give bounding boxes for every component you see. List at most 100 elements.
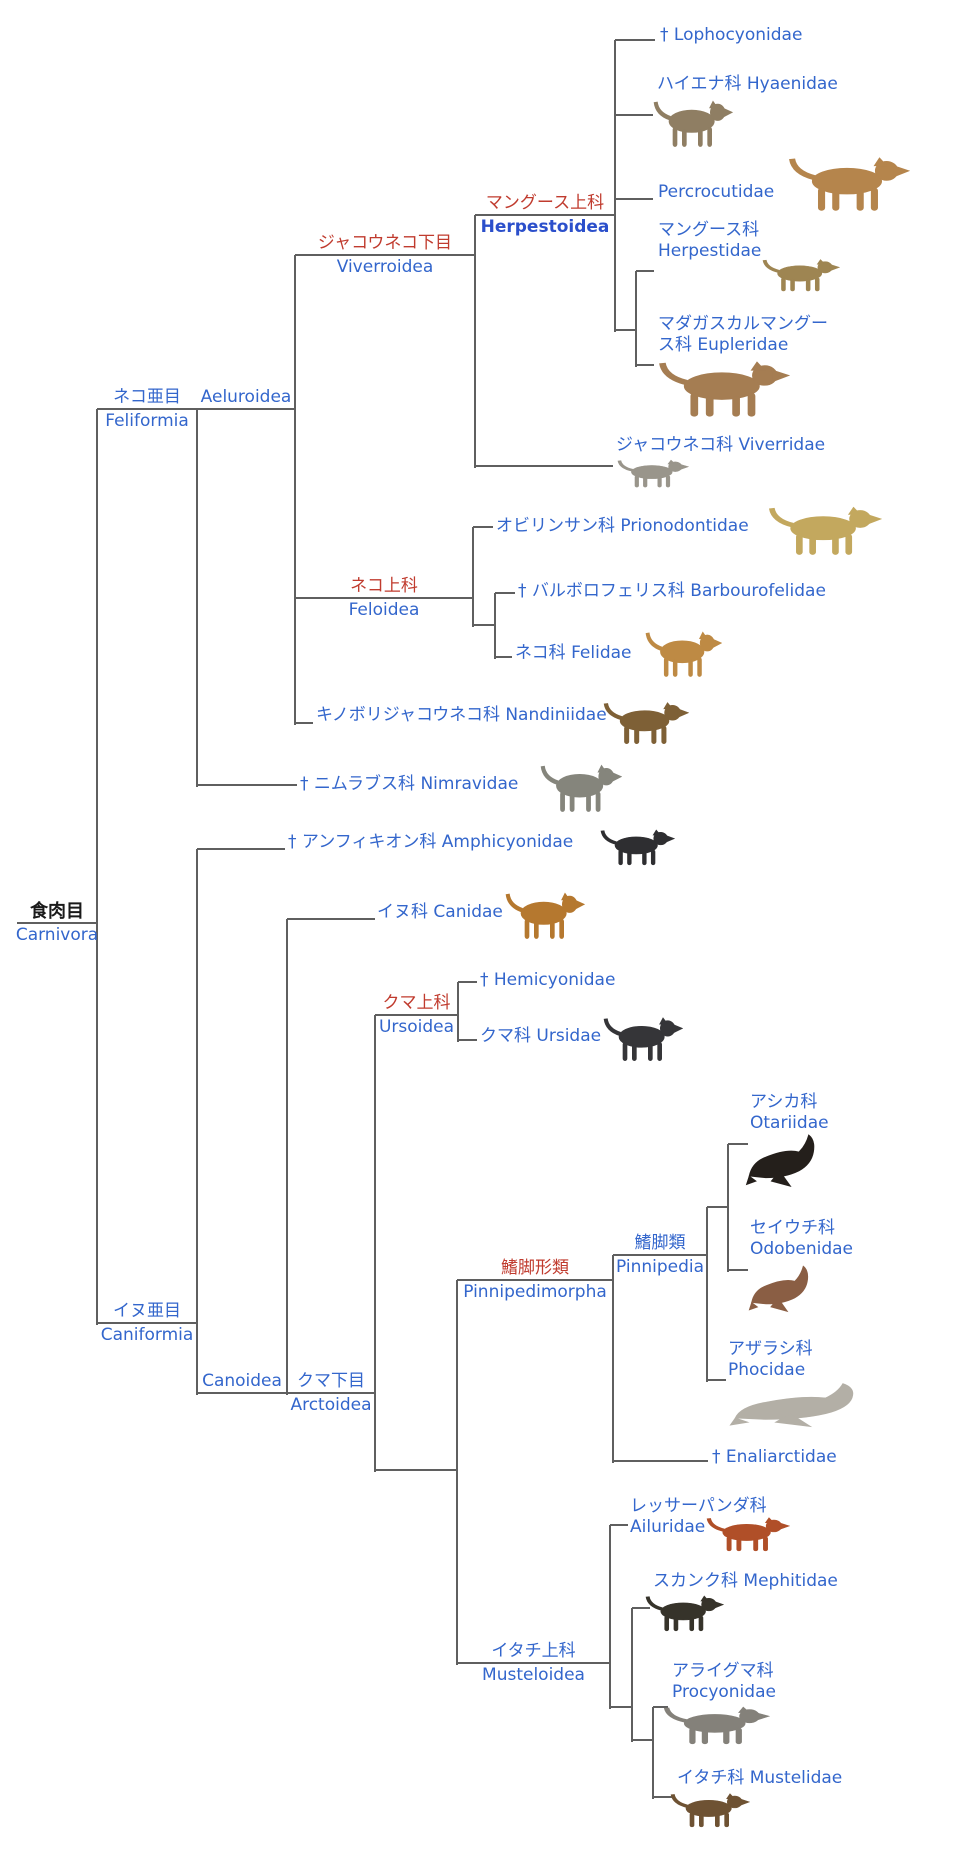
taxon-label-hemicyonidae-line1: † Hemicyonidae: [480, 970, 616, 990]
bracket-line: [294, 255, 296, 725]
taxon-label-procyonidae-line1: アライグマ科: [672, 1661, 774, 1681]
animal-image-linsang[interactable]: [768, 502, 883, 560]
branch-stub-otariidae: [728, 1143, 748, 1145]
taxon-label-procyonidae[interactable]: アライグマ科 Procyonidae: [672, 1661, 776, 1703]
clade-label-carnivora-latin[interactable]: Carnivora: [15, 925, 99, 945]
clade-label-ursoidea-jp[interactable]: クマ上科: [382, 993, 451, 1013]
branch-line-feliformia: [97, 408, 197, 410]
animal-image-seal[interactable]: [728, 1378, 878, 1432]
animal-image-nimravid[interactable]: [540, 760, 623, 817]
animal-image-civet[interactable]: [617, 457, 690, 492]
clade-label-pinnipedimorpha-jp[interactable]: 鰭脚形類: [501, 1258, 569, 1278]
clade-label-canoidea-latin[interactable]: Canoidea: [202, 1371, 282, 1391]
branch-stub-procyonidae: [653, 1706, 668, 1708]
taxon-label-herpestidae[interactable]: マングース科 Herpestidae: [658, 220, 761, 262]
animal-image-walrus[interactable]: [748, 1260, 820, 1317]
bracket-line: [456, 1280, 458, 1665]
branch-stub-felidae: [495, 656, 512, 658]
clade-label-feloidea-latin[interactable]: Feloidea: [348, 600, 420, 620]
branch-line-pinnipedimorpha: [457, 1279, 613, 1281]
animal-image-fossa[interactable]: [658, 356, 791, 422]
taxon-label-felidae[interactable]: ネコ科 Felidae: [515, 643, 632, 664]
animal-image-bear[interactable]: [603, 1013, 684, 1066]
bracket-line: [196, 409, 198, 787]
clade-label-caniformia-jp[interactable]: イヌ亜目: [113, 1301, 181, 1321]
taxon-label-barbourofelidae[interactable]: † バルボロフェリス科 Barbourofelidae: [518, 581, 826, 602]
taxon-label-ailuridae[interactable]: レッサーパンダ科 Ailuridae: [630, 1496, 767, 1538]
taxon-label-enaliarctidae-line1: † Enaliarctidae: [712, 1447, 837, 1467]
taxon-label-herpestidae-line1: マングース科: [658, 220, 760, 240]
clade-label-herpestoidea-jp[interactable]: マングース上科: [485, 193, 605, 213]
taxon-label-eupleridae-line2: ス科 Eupleridae: [658, 335, 789, 355]
clade-label-musteloidea-jp[interactable]: イタチ上科: [491, 1641, 576, 1661]
animal-image-percrocutid[interactable]: [788, 152, 911, 216]
bracket-line: [727, 1144, 729, 1272]
clade-label-feloidea-jp[interactable]: ネコ上科: [350, 576, 418, 596]
taxon-label-hemicyonidae[interactable]: † Hemicyonidae: [480, 970, 615, 991]
clade-label-aeluroidea-latin[interactable]: Aeluroidea: [200, 387, 292, 407]
animal-image-mongoose[interactable]: [762, 256, 841, 296]
animal-image-red-panda[interactable]: [706, 1514, 791, 1556]
taxon-label-canidae-line1: イヌ科 Canidae: [377, 902, 503, 922]
animal-image-palm-civet[interactable]: [603, 698, 690, 749]
branch-stub-herpestidae: [636, 270, 654, 272]
clade-label-caniformia-latin[interactable]: Caniformia: [100, 1325, 194, 1345]
clade-label-viverroidea-latin[interactable]: Viverroidea: [336, 257, 434, 277]
branch-line-carnivora: [17, 922, 97, 924]
taxon-label-nimravidae[interactable]: † ニムラブス科 Nimravidae: [300, 774, 518, 795]
animal-image-lion[interactable]: [645, 627, 723, 682]
clade-label-viverroidea-jp[interactable]: ジャコウネコ下目: [317, 233, 453, 253]
taxon-label-phocidae[interactable]: アザラシ科 Phocidae: [728, 1339, 813, 1381]
taxon-label-canidae[interactable]: イヌ科 Canidae: [377, 902, 503, 923]
clade-label-pinnipedia-latin[interactable]: Pinnipedia: [615, 1257, 705, 1277]
branch-stub-nimravidae: [197, 784, 297, 786]
taxon-label-barbourofelidae-line1: † バルボロフェリス科 Barbourofelidae: [518, 581, 826, 601]
bracket-line: [631, 1608, 633, 1742]
clade-label-feliformia-latin[interactable]: Feliformia: [105, 411, 189, 431]
animal-image-ferret[interactable]: [670, 1790, 751, 1832]
clade-label-arctoidea-latin[interactable]: Arctoidea: [290, 1395, 372, 1415]
taxon-label-enaliarctidae[interactable]: † Enaliarctidae: [712, 1447, 837, 1468]
animal-image-bear-dog[interactable]: [600, 826, 676, 870]
clade-label-pinnipedia-jp[interactable]: 鰭脚類: [634, 1233, 686, 1253]
branch-line-musteloidea: [457, 1662, 610, 1664]
taxon-label-amphicyonidae[interactable]: † アンフィキオン科 Amphicyonidae: [288, 832, 573, 853]
clade-label-herpestoidea-latin[interactable]: Herpestoidea: [480, 217, 610, 237]
bracket-line: [196, 849, 198, 1395]
branch-stub-eupleridae: [636, 364, 654, 366]
animal-image-hyena[interactable]: [653, 96, 734, 152]
taxon-label-ailuridae-line2: Ailuridae: [630, 1517, 706, 1537]
taxon-label-mephitidae-line1: スカンク科 Mephitidae: [653, 1571, 838, 1591]
taxon-label-viverridae[interactable]: ジャコウネコ科 Viverridae: [616, 435, 825, 456]
clade-label-ursoidea-latin[interactable]: Ursoidea: [378, 1017, 455, 1037]
animal-image-skunk[interactable]: [645, 1592, 725, 1636]
taxon-label-hyaenidae[interactable]: ハイエナ科 Hyaenidae: [657, 74, 838, 95]
taxon-label-lophocyonidae-line1: † Lophocyonidae: [660, 25, 803, 45]
taxon-label-odobenidae[interactable]: セイウチ科 Odobenidae: [750, 1218, 853, 1260]
clade-label-pinnipedimorpha-latin[interactable]: Pinnipedimorpha: [463, 1282, 607, 1302]
clade-label-feliformia-jp[interactable]: ネコ亜目: [113, 387, 181, 407]
taxon-label-otariidae-line2: Otariidae: [750, 1113, 829, 1133]
bracket-line: [494, 593, 496, 659]
animal-image-raccoon[interactable]: [663, 1703, 771, 1749]
taxon-label-eupleridae[interactable]: マダガスカルマングー ス科 Eupleridae: [658, 314, 828, 356]
clade-label-musteloidea-latin[interactable]: Musteloidea: [482, 1665, 585, 1685]
taxon-label-prionodontidae[interactable]: オビリンサン科 Prionodontidae: [496, 516, 749, 537]
taxon-label-ursidae[interactable]: クマ科 Ursidae: [480, 1026, 601, 1047]
taxon-label-otariidae-line1: アシカ科: [750, 1092, 818, 1112]
branch-line-viverroidea: [295, 254, 475, 256]
taxon-label-otariidae[interactable]: アシカ科 Otariidae: [750, 1092, 829, 1134]
taxon-label-nandiniidae[interactable]: キノボリジャコウネコ科 Nandiniidae: [316, 705, 607, 726]
branch-stub-mustelidae: [653, 1796, 672, 1798]
branch-stub-nandiniidae: [295, 722, 313, 724]
taxon-label-percrocutidae[interactable]: Percrocutidae: [658, 182, 774, 203]
taxon-label-lophocyonidae[interactable]: † Lophocyonidae: [660, 25, 802, 46]
branch-stub-hyaenidae: [615, 114, 653, 116]
taxon-label-mephitidae[interactable]: スカンク科 Mephitidae: [653, 1571, 838, 1592]
animal-image-fox[interactable]: [505, 888, 586, 944]
branch-stub-percrocutidae: [615, 198, 653, 200]
taxon-label-mustelidae[interactable]: イタチ科 Mustelidae: [677, 1768, 842, 1789]
taxon-label-hyaenidae-line1: ハイエナ科 Hyaenidae: [657, 74, 838, 94]
animal-image-sea-lion[interactable]: [745, 1128, 828, 1192]
clade-label-arctoidea-jp[interactable]: クマ下目: [297, 1371, 365, 1391]
